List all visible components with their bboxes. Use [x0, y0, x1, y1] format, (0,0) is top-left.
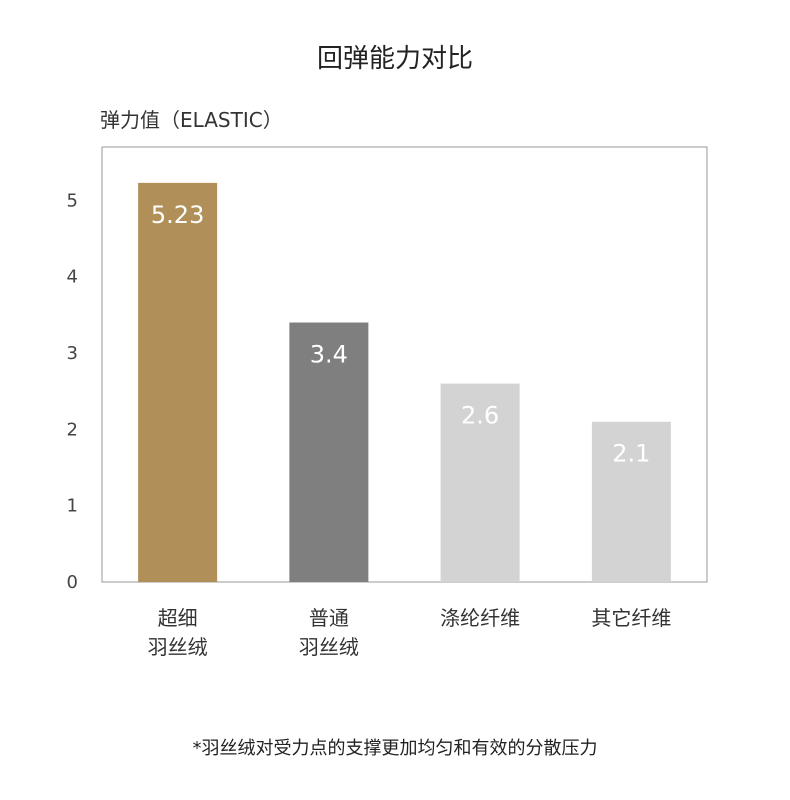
data-label: 3.4 [310, 341, 348, 369]
data-label: 5.23 [151, 201, 204, 229]
bar[interactable] [289, 322, 369, 582]
footnote: *羽丝绒对受力点的支撑更加均匀和有效的分散压力 [192, 738, 598, 759]
bar[interactable] [440, 383, 520, 582]
y-tick-label: 5 [67, 190, 78, 211]
data-label: 2.6 [461, 402, 499, 430]
x-tick-label: 其它纤维 [591, 606, 671, 630]
bar[interactable] [138, 182, 218, 583]
plot-frame [101, 146, 708, 583]
x-tick-label: 羽丝绒 [299, 635, 359, 659]
y-tick-label: 2 [67, 419, 78, 440]
y-axis-label: 弹力值（ELASTIC） [100, 108, 283, 132]
y-tick-label: 4 [67, 267, 78, 288]
x-tick-label: 超细 [158, 606, 198, 630]
chart-title: 回弹能力对比 [316, 44, 473, 74]
y-tick-label: 0 [67, 572, 78, 593]
y-tick-label: 1 [67, 496, 78, 517]
bar[interactable] [591, 421, 671, 582]
data-label: 2.1 [612, 440, 650, 468]
y-tick-label: 3 [67, 343, 78, 364]
x-tick-label: 涤纶纤维 [440, 606, 520, 630]
x-tick-label: 羽丝绒 [148, 635, 208, 659]
x-tick-label: 普通 [309, 606, 349, 630]
